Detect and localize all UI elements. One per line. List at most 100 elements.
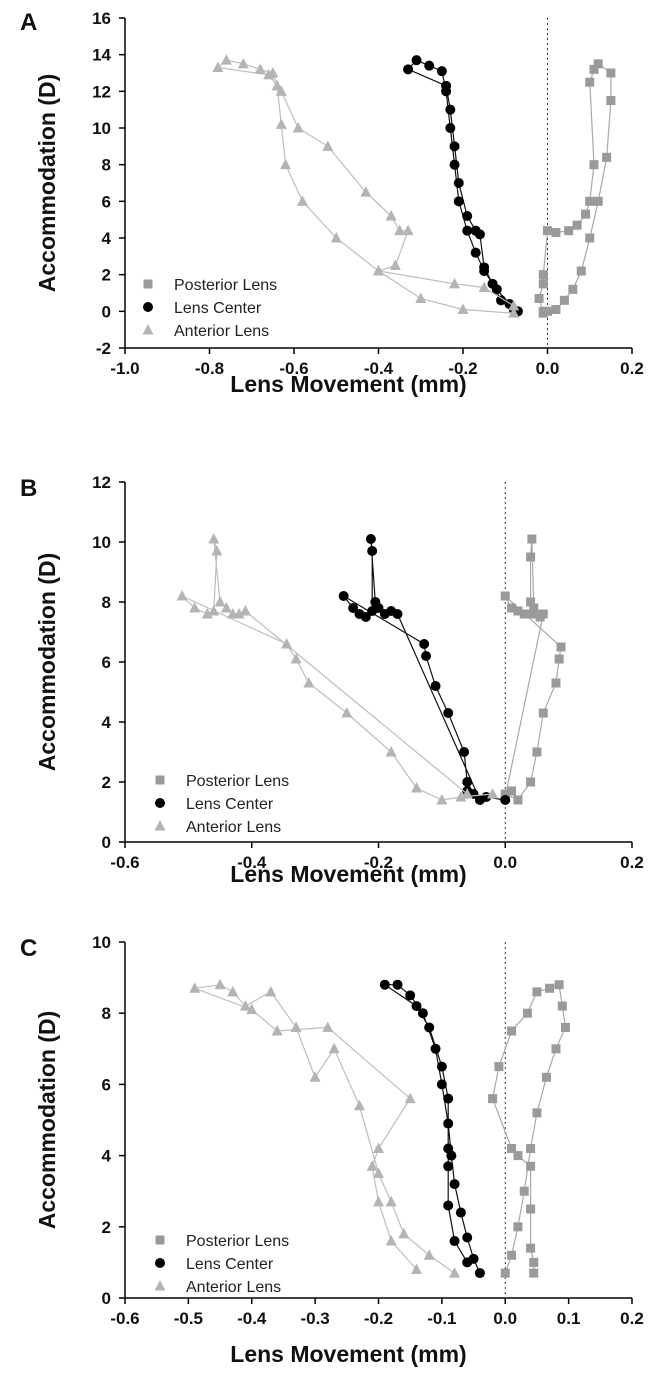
panel-letter: B bbox=[20, 475, 37, 502]
data-point bbox=[265, 985, 277, 997]
legend-label: Lens Center bbox=[174, 300, 262, 317]
data-point bbox=[271, 79, 283, 91]
y-tick-label: 6 bbox=[102, 1075, 111, 1094]
data-point bbox=[557, 1001, 567, 1011]
data-point bbox=[500, 1268, 510, 1278]
data-point bbox=[436, 1079, 447, 1090]
data-point bbox=[507, 786, 517, 796]
series-anterior-lens bbox=[212, 54, 520, 318]
data-point bbox=[462, 1257, 473, 1268]
y-tick-label: 4 bbox=[102, 229, 112, 248]
y-tick-label: 2 bbox=[102, 1218, 111, 1237]
data-point bbox=[508, 299, 520, 311]
data-point bbox=[479, 262, 490, 273]
panel-letter: C bbox=[20, 935, 37, 962]
x-axis-title: Lens Movement (mm) bbox=[230, 1341, 466, 1367]
data-point bbox=[543, 226, 552, 236]
x-tick-label: -0.3 bbox=[300, 1309, 329, 1328]
legend-marker bbox=[155, 775, 165, 785]
y-axis-title: Accommodation (D) bbox=[34, 74, 60, 293]
data-point bbox=[365, 534, 376, 544]
data-point bbox=[271, 1025, 283, 1036]
data-point bbox=[445, 123, 456, 133]
y-tick-label: 8 bbox=[102, 593, 111, 612]
data-point bbox=[568, 284, 578, 294]
data-point bbox=[214, 978, 226, 990]
x-axis-title: Lens Movement (mm) bbox=[230, 861, 466, 887]
data-point bbox=[522, 1008, 532, 1018]
data-point bbox=[443, 1143, 454, 1154]
x-tick-label: -0.2 bbox=[364, 853, 393, 872]
data-point bbox=[385, 1195, 397, 1207]
series-anterior-lens bbox=[189, 978, 461, 1278]
data-point bbox=[513, 795, 523, 805]
data-point bbox=[449, 1267, 461, 1278]
data-point bbox=[208, 605, 220, 616]
data-point bbox=[526, 777, 536, 787]
x-tick-label: -0.4 bbox=[364, 359, 394, 378]
y-tick-label: 14 bbox=[92, 46, 111, 65]
data-point bbox=[461, 788, 473, 799]
data-point bbox=[551, 305, 561, 314]
y-tick-label: 6 bbox=[102, 653, 111, 672]
data-point bbox=[348, 603, 359, 613]
x-tick-label: -0.1 bbox=[427, 1309, 456, 1328]
y-tick-label: 0 bbox=[102, 1289, 111, 1308]
data-point bbox=[606, 68, 616, 78]
data-point bbox=[526, 1204, 536, 1214]
data-point bbox=[227, 985, 239, 997]
data-point bbox=[538, 306, 548, 316]
data-point bbox=[233, 608, 245, 619]
data-point bbox=[541, 1072, 551, 1082]
data-point bbox=[275, 85, 287, 96]
y-tick-label: 2 bbox=[102, 266, 111, 285]
data-point bbox=[560, 1022, 570, 1032]
data-point bbox=[392, 609, 403, 619]
data-point bbox=[606, 96, 616, 105]
y-tick-label: 10 bbox=[92, 933, 111, 952]
x-tick-label: 0.0 bbox=[536, 359, 560, 378]
data-point bbox=[373, 265, 384, 276]
data-point bbox=[443, 1118, 454, 1129]
series-lens-center bbox=[379, 979, 485, 1279]
data-point bbox=[576, 266, 586, 276]
data-point bbox=[239, 1000, 251, 1011]
data-point bbox=[526, 552, 536, 562]
data-point bbox=[538, 708, 548, 718]
data-point bbox=[519, 1186, 529, 1196]
data-point bbox=[353, 1099, 365, 1111]
data-point bbox=[330, 232, 342, 243]
data-point bbox=[529, 1268, 539, 1278]
legend-label: Posterior Lens bbox=[186, 1233, 289, 1250]
data-point bbox=[290, 653, 302, 664]
x-tick-label: -1.0 bbox=[110, 359, 139, 378]
x-tick-label: -0.6 bbox=[279, 359, 308, 378]
data-point bbox=[338, 591, 349, 601]
data-point bbox=[585, 233, 595, 243]
data-point bbox=[411, 55, 422, 66]
data-point bbox=[532, 1108, 542, 1118]
data-point bbox=[593, 59, 603, 69]
data-point bbox=[513, 1222, 523, 1232]
x-tick-label: 0.0 bbox=[493, 853, 517, 872]
x-tick-label: -0.8 bbox=[195, 359, 224, 378]
y-tick-label: 2 bbox=[102, 773, 111, 792]
data-point bbox=[455, 791, 467, 802]
legend-label: Anterior Lens bbox=[186, 819, 281, 836]
data-point bbox=[572, 220, 582, 230]
data-point bbox=[488, 1094, 498, 1104]
data-point bbox=[462, 225, 473, 236]
data-point bbox=[449, 1236, 460, 1247]
data-point bbox=[430, 1043, 441, 1054]
x-tick-label: -0.2 bbox=[364, 1309, 393, 1328]
data-point bbox=[424, 1022, 435, 1033]
data-point bbox=[411, 1263, 423, 1275]
y-tick-label: 0 bbox=[102, 302, 111, 321]
data-point bbox=[208, 533, 220, 544]
data-point bbox=[328, 1042, 340, 1054]
y-tick-label: 10 bbox=[92, 533, 111, 552]
data-point bbox=[201, 608, 213, 619]
data-point bbox=[545, 983, 555, 993]
panel-b: B -0.6 -0.4 -0.2 0.0 0.2 0 2 4 6 8 10 12 Lens Movemen… bbox=[20, 473, 644, 887]
